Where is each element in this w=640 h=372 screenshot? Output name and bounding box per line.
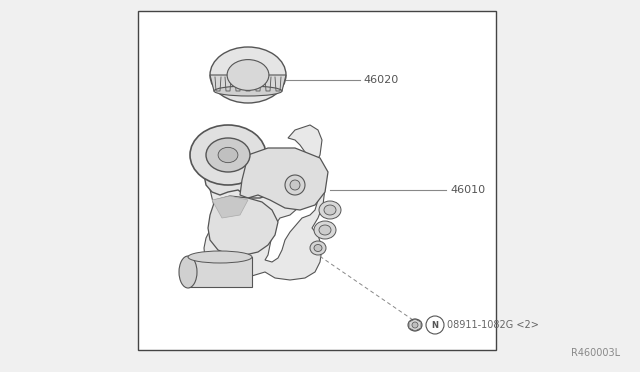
Ellipse shape [310,241,326,255]
Ellipse shape [214,86,282,96]
Polygon shape [188,257,252,287]
Ellipse shape [408,319,422,331]
Polygon shape [204,140,278,198]
Text: 46020: 46020 [363,75,398,85]
Polygon shape [204,125,325,280]
Ellipse shape [319,225,331,235]
Ellipse shape [314,221,336,239]
Polygon shape [210,75,286,91]
Circle shape [426,316,444,334]
Text: 46010: 46010 [450,185,485,195]
Ellipse shape [227,60,269,90]
Text: R460003L: R460003L [571,348,620,358]
Polygon shape [240,148,328,210]
Bar [138,11,496,350]
Ellipse shape [188,251,252,263]
Ellipse shape [218,147,238,163]
Circle shape [412,322,418,328]
Ellipse shape [324,205,336,215]
Polygon shape [409,319,421,331]
Polygon shape [208,196,278,255]
Circle shape [285,175,305,195]
Text: N: N [431,321,438,330]
Ellipse shape [210,47,286,103]
Ellipse shape [319,201,341,219]
Ellipse shape [206,138,250,172]
Text: 08911-1082G <2>: 08911-1082G <2> [447,320,539,330]
Ellipse shape [190,125,266,185]
Ellipse shape [314,244,322,251]
Ellipse shape [179,256,197,288]
Circle shape [290,180,300,190]
Polygon shape [212,196,248,218]
